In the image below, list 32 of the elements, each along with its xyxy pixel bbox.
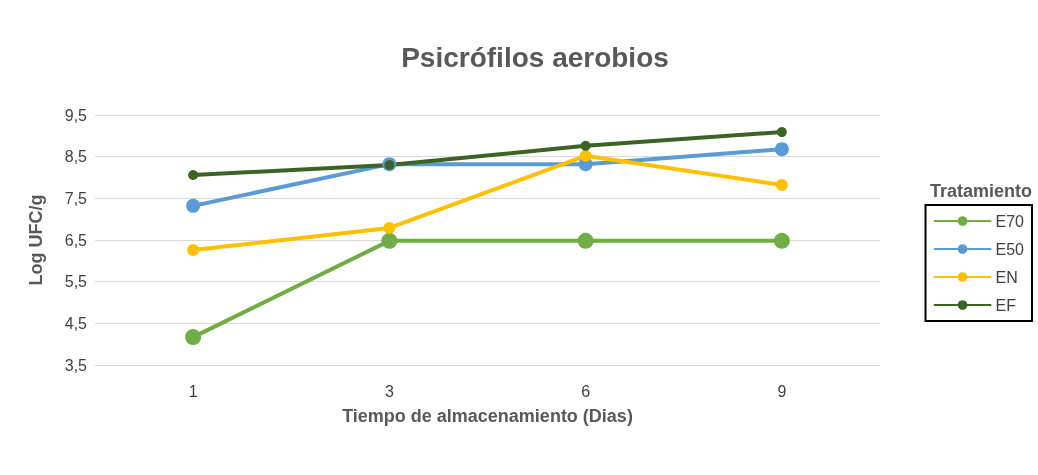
point: [383, 221, 396, 234]
legend-label: E70: [995, 212, 1025, 230]
point: [577, 232, 594, 249]
y-tick-label: 4,5: [64, 314, 88, 332]
legend-label: EN: [995, 268, 1018, 286]
point: [776, 127, 787, 138]
y-tick-label: 6,5: [64, 231, 88, 249]
y-tick-label: 3,5: [64, 356, 88, 374]
x-axis-title: Tiempo de almacenamiento (Dias): [342, 406, 633, 426]
y-tick-label: 5,5: [64, 273, 88, 291]
point: [580, 140, 591, 151]
y-axis-title: Log UFC/g: [26, 194, 46, 286]
chart-title: Psicrófilos aerobios: [401, 41, 669, 73]
x-tick-label: 1: [188, 382, 198, 400]
point: [186, 198, 201, 213]
x-tick-label: 9: [777, 382, 787, 400]
point: [773, 232, 790, 249]
point: [187, 244, 200, 256]
point: [775, 179, 788, 191]
point: [188, 170, 199, 180]
point: [774, 142, 789, 157]
point: [381, 232, 398, 249]
x-tick-label: 3: [384, 382, 394, 400]
legend-title: Tratamiento: [929, 181, 1033, 201]
legend-label: EF: [995, 296, 1017, 314]
point: [579, 149, 592, 162]
x-tick-label: 6: [581, 382, 591, 400]
y-tick-label: 8,5: [64, 148, 88, 166]
y-tick-label: 7,5: [64, 189, 88, 207]
y-tick-label: 9,5: [64, 106, 88, 124]
point: [185, 329, 202, 346]
legend-label: E50: [995, 240, 1025, 258]
